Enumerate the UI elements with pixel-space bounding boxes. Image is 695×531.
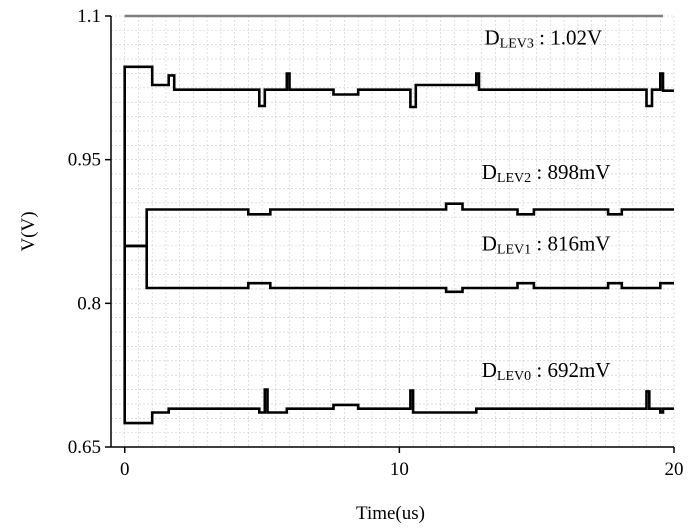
annotation-dlev1: DLEV1 : 816mV xyxy=(482,232,611,258)
y-tick-label: 0.8 xyxy=(77,293,101,314)
annotation-dlev0: DLEV0 : 692mV xyxy=(482,358,611,384)
y-tick-label: 0.95 xyxy=(68,150,101,171)
series-line-dlev1 xyxy=(124,244,674,294)
x-tick-label: 10 xyxy=(390,459,409,480)
y-tick-label: 1.1 xyxy=(77,6,101,27)
y-axis-title: V(V) xyxy=(18,211,39,251)
annotation-dlev3: DLEV3 : 1.02V xyxy=(485,26,603,52)
x-tick-label: 20 xyxy=(665,459,684,480)
y-tick-label: 0.65 xyxy=(68,437,101,458)
ticks: 0.65 0.8 0.95 1.1 0 10 20 xyxy=(68,6,684,480)
series-group xyxy=(123,65,674,425)
plot-frame xyxy=(110,14,674,448)
annotation-dlev2: DLEV2 : 898mV xyxy=(482,160,611,186)
x-tick-label: 0 xyxy=(120,459,130,480)
series-line-dlev2 xyxy=(124,202,674,248)
series-line-dlev0 xyxy=(123,245,674,425)
x-axis-title: Time(us) xyxy=(356,503,425,524)
annotations: DLEV3 : 1.02V DLEV2 : 898mV DLEV1 : 816mV D… xyxy=(482,26,611,384)
series-line-dlev3 xyxy=(123,65,674,246)
